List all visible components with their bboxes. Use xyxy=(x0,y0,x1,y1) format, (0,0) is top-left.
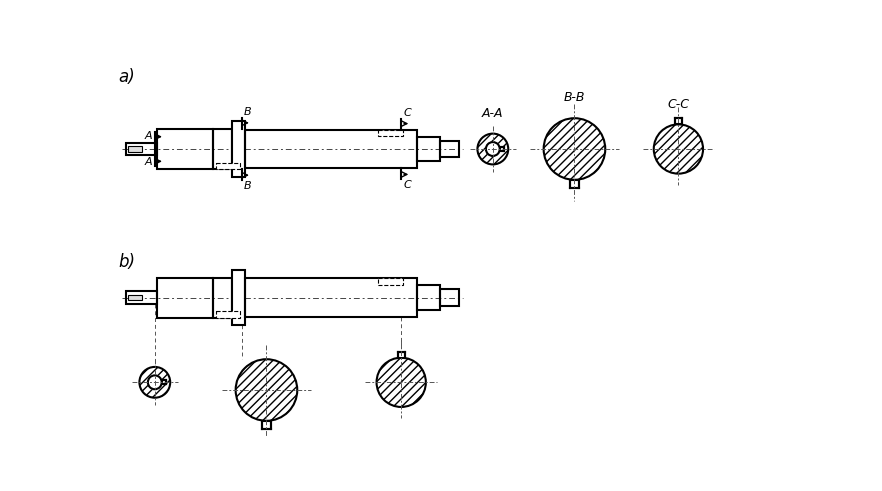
Circle shape xyxy=(486,142,500,156)
Bar xyxy=(416,285,440,310)
Bar xyxy=(570,180,579,188)
Bar xyxy=(216,163,240,169)
Text: B: B xyxy=(244,108,251,117)
Bar xyxy=(126,143,157,155)
Bar xyxy=(157,129,213,169)
Bar xyxy=(245,130,416,168)
Circle shape xyxy=(543,118,605,180)
Circle shape xyxy=(654,124,703,174)
Circle shape xyxy=(377,357,426,407)
Circle shape xyxy=(148,376,161,389)
Bar xyxy=(126,292,157,304)
Bar xyxy=(213,277,232,318)
Bar xyxy=(440,289,459,306)
Text: B: B xyxy=(244,181,251,191)
Circle shape xyxy=(235,359,297,421)
Bar xyxy=(398,352,405,357)
Bar xyxy=(262,421,271,429)
Text: A: A xyxy=(145,131,153,141)
Bar xyxy=(157,277,213,318)
Bar xyxy=(161,380,167,384)
Text: C-C: C-C xyxy=(668,98,690,110)
Circle shape xyxy=(543,118,605,180)
Bar xyxy=(245,278,416,317)
Circle shape xyxy=(377,357,426,407)
Bar xyxy=(232,270,245,326)
Circle shape xyxy=(477,134,508,164)
Bar xyxy=(232,121,245,177)
Circle shape xyxy=(139,367,170,398)
Text: a): a) xyxy=(118,68,135,86)
Bar xyxy=(440,140,459,158)
Text: A-A: A-A xyxy=(482,107,504,120)
Circle shape xyxy=(235,359,297,421)
Bar xyxy=(500,147,505,151)
Bar xyxy=(216,311,240,318)
Bar xyxy=(213,129,232,169)
Bar xyxy=(378,130,403,136)
Circle shape xyxy=(654,124,703,174)
Text: C: C xyxy=(403,108,411,118)
Bar xyxy=(128,295,142,300)
Text: b): b) xyxy=(118,253,136,271)
Text: C: C xyxy=(403,180,411,190)
Circle shape xyxy=(139,367,170,398)
Circle shape xyxy=(477,134,508,164)
Text: A: A xyxy=(145,157,153,167)
Bar xyxy=(675,118,682,124)
Bar xyxy=(128,146,142,152)
Text: B-B: B-B xyxy=(564,91,585,105)
Bar xyxy=(416,136,440,162)
Bar xyxy=(378,278,403,284)
